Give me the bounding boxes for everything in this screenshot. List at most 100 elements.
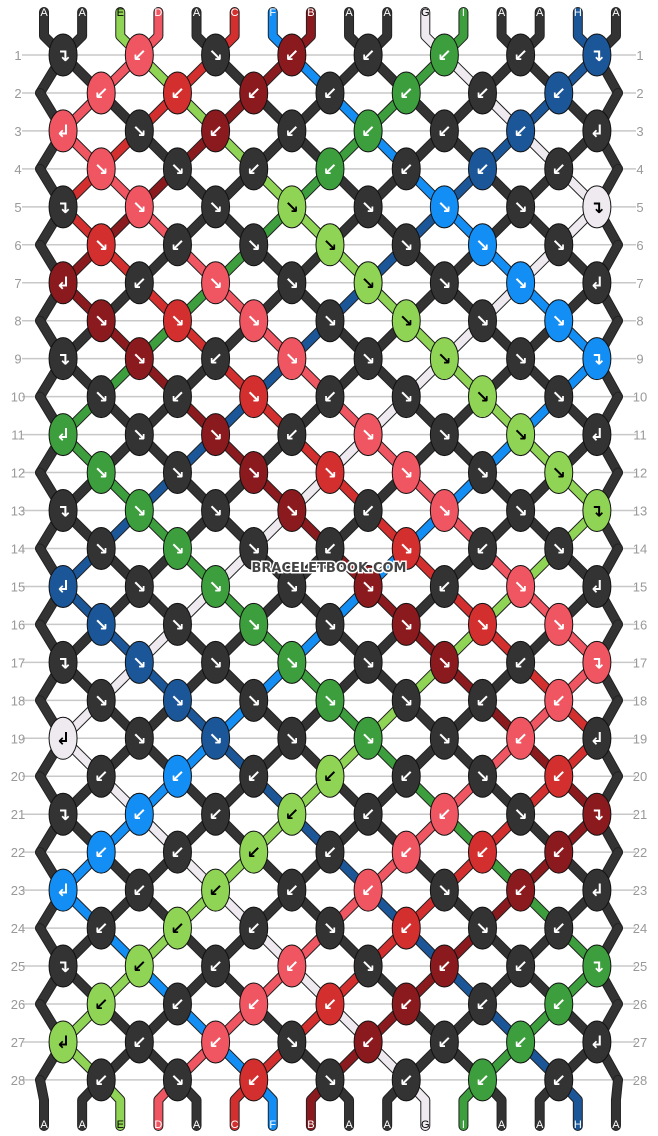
knot-arrow-b-icon: ↙	[132, 1033, 146, 1053]
knot-A	[201, 185, 231, 229]
knot-B	[201, 413, 231, 457]
row-number-right: 4	[636, 162, 643, 177]
knot-arrow-f-icon: ↘	[208, 653, 222, 673]
knot-arrow-b-icon: ↙	[285, 957, 299, 977]
knot-E	[429, 337, 459, 381]
knot-C	[544, 754, 574, 798]
knot-C	[315, 982, 345, 1026]
thread-A	[611, 1075, 622, 1130]
knot-A	[467, 451, 497, 495]
string-label-bottom: B	[307, 1119, 314, 1131]
string-labels: A A E D A C F B A A G I A A H A A A E D A C F B A A G I A A H A	[40, 7, 620, 1131]
knot-A	[162, 602, 192, 646]
row-number-right: 27	[633, 1035, 647, 1050]
knot-arrow-b-icon: ↙	[323, 539, 337, 559]
knot-arrow-b-icon: ↙	[323, 160, 337, 180]
row-number-right: 14	[633, 541, 647, 556]
knot-arrow-b-icon: ↙	[323, 388, 337, 408]
knot-arrow-f-icon: ↘	[323, 312, 337, 332]
string-label-top: A	[193, 7, 201, 19]
string-label-bottom: I	[462, 1119, 465, 1131]
knot-arrow-b-icon: ↙	[323, 995, 337, 1015]
knot-A	[315, 830, 345, 874]
row-number-left: 19	[11, 731, 25, 746]
knot-A	[506, 944, 536, 988]
knot-arrow-f-icon: ↘	[285, 653, 299, 673]
knot-E	[277, 792, 307, 836]
knot-arrow-b-icon: ↙	[552, 919, 566, 939]
knot-I	[467, 1058, 497, 1102]
row-number-left: 9	[14, 352, 21, 367]
knot-I	[315, 147, 345, 191]
knot-arrow-b-icon: ↙	[94, 919, 108, 939]
knot-C	[467, 830, 497, 874]
row-number-left: 18	[11, 693, 25, 708]
row-number-left: 21	[11, 807, 25, 822]
row-number-right: 25	[633, 959, 647, 974]
knot-arrow-b-icon: ↙	[170, 995, 184, 1015]
row-number-right: 22	[633, 845, 647, 860]
knot-A	[239, 906, 269, 950]
knot-arrow-bf-icon: ↲	[56, 1033, 70, 1053]
knot-arrow-f-icon: ↘	[361, 350, 375, 370]
knot-arrow-b-icon: ↙	[552, 691, 566, 711]
knot-A	[544, 526, 574, 570]
string-label-top: F	[269, 7, 276, 19]
row-number-right: 3	[636, 124, 643, 139]
string-label-bottom: A	[612, 1119, 620, 1131]
knot-D	[124, 33, 154, 77]
knot-arrow-bf-icon: ↲	[56, 881, 70, 901]
row-number-left: 3	[14, 124, 21, 139]
row-number-left: 7	[14, 276, 21, 291]
knot-arrow-f-icon: ↘	[94, 464, 108, 484]
knot-H	[124, 640, 154, 684]
knot-D	[506, 564, 536, 608]
knot-arrow-b-icon: ↙	[514, 46, 528, 66]
knot-arrow-f-icon: ↘	[552, 464, 566, 484]
knot-arrow-b-icon: ↙	[475, 1071, 489, 1091]
knot-arrow-f-icon: ↘	[170, 615, 184, 635]
knot-arrow-fb-icon: ↴	[590, 502, 604, 522]
knot-A	[315, 526, 345, 570]
knot-A	[353, 792, 383, 836]
knot-A	[467, 526, 497, 570]
knot-arrow-f-icon: ↘	[437, 653, 451, 673]
knot-A	[391, 678, 421, 722]
knot-arrow-f-icon: ↘	[475, 615, 489, 635]
row-number-right: 21	[633, 807, 647, 822]
knot-arrow-b-icon: ↙	[399, 767, 413, 787]
knot-arrow-b-icon: ↙	[208, 957, 222, 977]
knot-E	[391, 299, 421, 343]
knot-A	[86, 526, 116, 570]
knot-arrow-b-icon: ↙	[437, 1033, 451, 1053]
knot-arrow-bf-icon: ↲	[590, 1033, 604, 1053]
knot-D	[429, 792, 459, 836]
knot-A	[353, 944, 383, 988]
knot-arrow-f-icon: ↘	[552, 388, 566, 408]
knot-arrow-f-icon: ↘	[475, 312, 489, 332]
row-number-left: 15	[11, 579, 25, 594]
knot-arrow-b-icon: ↙	[170, 388, 184, 408]
knot-B	[277, 33, 307, 77]
knot-A	[201, 33, 231, 77]
knot-arrow-bf-icon: ↲	[590, 274, 604, 294]
knot-B	[429, 944, 459, 988]
row-number-right: 20	[633, 769, 647, 784]
knot-arrow-f-icon: ↘	[323, 236, 337, 256]
knot-arrow-f-icon: ↘	[514, 350, 528, 370]
knot-I	[429, 33, 459, 77]
string-label-bottom: C	[231, 1119, 239, 1131]
knot-arrow-f-icon: ↘	[132, 350, 146, 370]
row-number-left: 17	[11, 655, 25, 670]
knot-arrow-f-icon: ↘	[514, 502, 528, 522]
knot-D	[277, 337, 307, 381]
knot-A	[201, 489, 231, 533]
knot-B	[201, 109, 231, 153]
knot-A	[162, 982, 192, 1026]
knot-D	[86, 147, 116, 191]
row-number-left: 22	[11, 845, 25, 860]
knot-A	[429, 564, 459, 608]
knot-arrow-f-icon: ↘	[208, 577, 222, 597]
string-label-top: A	[612, 7, 620, 19]
knot-B	[239, 71, 269, 115]
